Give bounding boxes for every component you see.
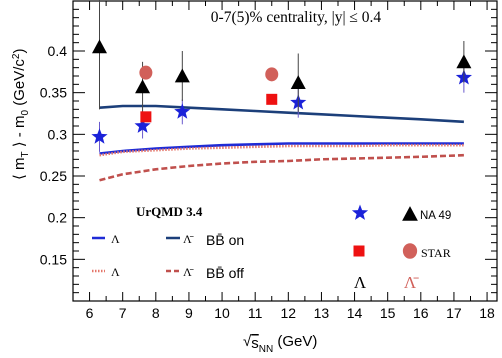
y-axis-label: ⟨ mT ⟩ - m0 (GeV/c2) — [11, 49, 31, 180]
curve-1 — [99, 104, 464, 124]
legend-label-antilambda-off: Λ̄ — [183, 265, 194, 279]
x-tick-label: 6 — [86, 305, 94, 321]
legend-marker-circle — [402, 243, 418, 259]
legend-label-lambda-on: Λ — [111, 232, 120, 246]
x-tick-label: 9 — [185, 305, 193, 321]
legend-markers — [351, 204, 418, 259]
legend-group-bbbar-off: BB̄ off — [206, 265, 244, 281]
legend-marker-star — [351, 204, 369, 220]
legend-marker-square — [353, 245, 365, 257]
legend-model: UrQMD 3.4 Λ Λ̄ BB̄ on Λ Λ̄ BB̄ off — [92, 204, 244, 281]
legend-experiments: NA 49 STAR Λ Λ̄ — [351, 204, 451, 292]
data-point-triangle — [456, 54, 472, 69]
legend-marker-triangle — [402, 206, 418, 221]
data-point-triangle — [135, 79, 151, 94]
axis-ticks: 6 7 8 9 10 11 12 13 14 15 16 17 18 0.15 0.2 0.25 0.3 0.35… — [40, 1, 497, 321]
x-tick-label: 15 — [380, 305, 396, 321]
x-tick-label: 8 — [152, 305, 160, 321]
y-tick-label: 0.2 — [48, 210, 68, 226]
x-tick-label: 14 — [347, 305, 363, 321]
y-tick-label: 0.35 — [40, 85, 67, 101]
curve-3 — [99, 153, 464, 182]
x-tick-label: 11 — [248, 305, 263, 321]
legend-label-lambda-off: Λ — [111, 265, 120, 279]
x-tick-label: 13 — [314, 305, 330, 321]
y-tick-label: 0.4 — [48, 43, 68, 59]
y-tick-label: 0.15 — [40, 251, 67, 267]
data-point-triangle — [92, 39, 107, 54]
x-axis-label: √sNN (GeV) — [243, 333, 317, 355]
x-tick-label: 17 — [446, 305, 462, 321]
legend-label-na49: NA 49 — [420, 210, 451, 222]
data-point-circle — [139, 65, 153, 80]
legend-label-antilambda-on: Λ̄ — [183, 232, 194, 246]
curve-2 — [99, 143, 464, 157]
data-point-triangle — [290, 75, 306, 90]
centrality-annotation: 0-7(5)% centrality, |y| ≤ 0.4 — [211, 9, 382, 26]
data-point-square — [266, 93, 278, 105]
data-point-star — [134, 117, 151, 133]
legend-group-bbbar-on: BB̄ on — [206, 232, 244, 248]
y-tick-label: 0.25 — [40, 168, 67, 184]
x-tick-label: 10 — [214, 305, 230, 321]
y-tick-label: 0.3 — [48, 126, 68, 142]
data-point-square — [140, 111, 152, 123]
legend-title: UrQMD 3.4 — [136, 204, 203, 219]
x-tick-label: 7 — [119, 305, 127, 321]
model-curves — [99, 104, 464, 182]
curve-0 — [99, 142, 464, 155]
legend-particle-lambda: Λ — [354, 273, 367, 292]
legend-particle-antilambda: Λ̄ — [404, 273, 419, 292]
data-point-triangle — [174, 68, 190, 83]
data-point-circle — [265, 67, 279, 82]
x-tick-label: 16 — [413, 305, 429, 321]
data-points — [91, 0, 472, 152]
legend-label-star: STAR — [421, 246, 451, 260]
x-tick-label: 18 — [479, 305, 495, 321]
data-point-star — [91, 128, 108, 144]
x-tick-label: 12 — [281, 305, 297, 321]
data-point-star — [174, 103, 191, 119]
